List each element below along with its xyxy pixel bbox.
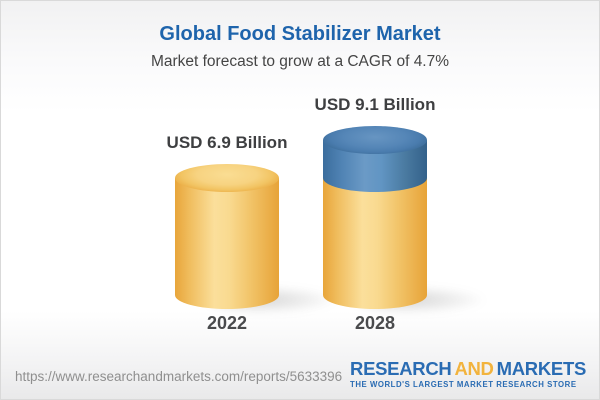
- logo-tagline: THE WORLD'S LARGEST MARKET RESEARCH STOR…: [350, 380, 577, 389]
- logo-word-and: AND: [454, 357, 494, 379]
- bar-2028-value-label: USD 9.1 Billion: [314, 95, 436, 115]
- bar-2022-value-label: USD 6.9 Billion: [166, 132, 288, 152]
- page-subtitle: Market forecast to grow at a CAGR of 4.7…: [150, 53, 450, 70]
- bar-2028-category-label: 2028: [354, 313, 396, 333]
- report-url: https://www.researchandmarkets.com/repor…: [15, 369, 343, 384]
- bar-2028-base-segment: [323, 177, 427, 309]
- logo-word-research: RESEARCH: [350, 357, 452, 379]
- bar-2022-top-cap: [175, 163, 279, 192]
- page-title: Global Food Stabilizer Market: [159, 23, 441, 45]
- bar-2028-top-cap: [323, 126, 427, 155]
- bar-2022-body: [175, 177, 279, 309]
- logo-word-markets: MARKETS: [496, 357, 587, 379]
- bar-2022-category-label: 2022: [206, 313, 248, 333]
- logo-wordmark: RESEARCH AND MARKETS: [350, 357, 587, 379]
- research-and-markets-logo: RESEARCH AND MARKETS THE WORLD'S LARGEST M…: [350, 357, 587, 389]
